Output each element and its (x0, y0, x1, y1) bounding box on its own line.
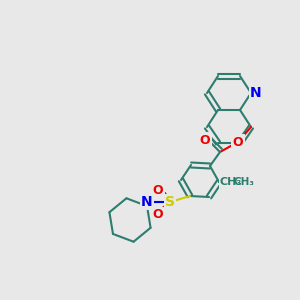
Text: CH₃: CH₃ (220, 177, 242, 187)
Text: N: N (250, 86, 262, 100)
Text: O: O (153, 184, 163, 197)
Text: N: N (141, 195, 153, 209)
Text: O: O (200, 134, 210, 146)
Text: S: S (165, 195, 175, 209)
Text: O: O (233, 136, 243, 148)
Text: O: O (153, 208, 163, 221)
Text: CH₃: CH₃ (233, 177, 254, 187)
